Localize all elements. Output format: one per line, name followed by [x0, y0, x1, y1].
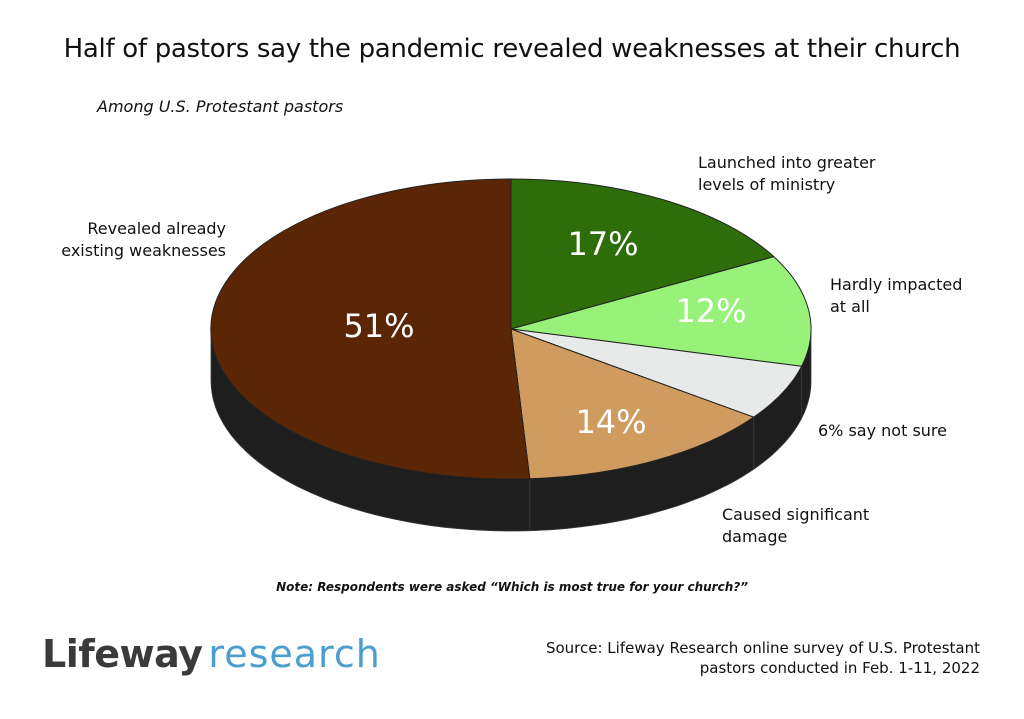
lifeway-research-logo: Lifeway research	[42, 634, 381, 674]
pie-slice	[510, 178, 775, 330]
slice-value-label: 12%	[675, 292, 746, 330]
slice-category-label: Hardly impacted at all	[830, 275, 962, 316]
slice-category-label: Launched into greater levels of ministry	[698, 153, 876, 194]
chart-subtitle: Among U.S. Protestant pastors	[97, 97, 344, 116]
pie-slice	[210, 178, 531, 480]
slice-category-label: Caused significant damage	[722, 505, 869, 546]
pie-slice	[510, 256, 812, 367]
slice-category-label: Revealed already existing weaknesses	[61, 219, 226, 260]
slice-value-label: 51%	[343, 307, 414, 345]
slice-value-label: 17%	[567, 225, 638, 263]
logo-brand: Lifeway	[42, 632, 203, 676]
pie-slice	[510, 328, 755, 480]
source-text: Source: Lifeway Research online survey o…	[545, 639, 980, 677]
logo-suffix: research	[208, 632, 381, 676]
slice-value-label: 14%	[575, 403, 646, 441]
pie-side	[210, 328, 812, 532]
slice-category-label: 6% say not sure	[818, 421, 947, 440]
chart-title: Half of pastors say the pandemic reveale…	[63, 34, 961, 64]
chart-note: Note: Respondents were asked “Which is m…	[276, 580, 748, 594]
